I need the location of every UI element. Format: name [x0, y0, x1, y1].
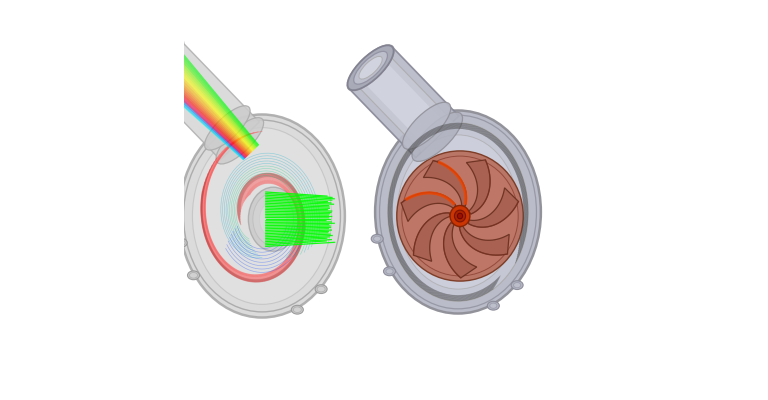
Ellipse shape — [193, 128, 332, 304]
Ellipse shape — [348, 45, 393, 90]
Ellipse shape — [359, 56, 382, 79]
Ellipse shape — [187, 271, 200, 280]
Ellipse shape — [260, 202, 286, 237]
Ellipse shape — [177, 240, 185, 246]
Ellipse shape — [386, 269, 393, 274]
Ellipse shape — [450, 206, 470, 226]
Ellipse shape — [383, 267, 396, 276]
Ellipse shape — [253, 193, 293, 246]
Ellipse shape — [204, 106, 250, 150]
Ellipse shape — [175, 238, 187, 247]
Polygon shape — [466, 160, 490, 214]
Ellipse shape — [455, 210, 465, 222]
Polygon shape — [359, 57, 449, 147]
Ellipse shape — [402, 102, 451, 149]
Ellipse shape — [130, 28, 171, 69]
Ellipse shape — [317, 286, 325, 292]
Ellipse shape — [375, 110, 541, 314]
Ellipse shape — [511, 281, 523, 290]
Ellipse shape — [293, 307, 301, 312]
Ellipse shape — [490, 303, 497, 308]
Ellipse shape — [373, 236, 381, 241]
Polygon shape — [459, 226, 509, 255]
Ellipse shape — [139, 38, 184, 82]
Ellipse shape — [190, 272, 197, 278]
Ellipse shape — [488, 301, 499, 310]
Ellipse shape — [388, 123, 528, 301]
Ellipse shape — [354, 51, 387, 84]
Polygon shape — [413, 213, 450, 261]
Polygon shape — [141, 39, 250, 151]
Ellipse shape — [458, 213, 462, 219]
Ellipse shape — [315, 285, 327, 294]
Ellipse shape — [397, 135, 518, 289]
Ellipse shape — [397, 151, 523, 281]
Ellipse shape — [402, 156, 518, 276]
Polygon shape — [444, 223, 477, 278]
Ellipse shape — [291, 305, 303, 314]
Polygon shape — [401, 192, 455, 222]
Ellipse shape — [371, 234, 383, 243]
Ellipse shape — [179, 114, 345, 318]
Ellipse shape — [140, 38, 162, 60]
Polygon shape — [468, 188, 518, 227]
Ellipse shape — [216, 118, 263, 164]
Ellipse shape — [514, 282, 521, 288]
Polygon shape — [423, 160, 466, 206]
Ellipse shape — [130, 28, 171, 69]
Ellipse shape — [412, 112, 462, 162]
Ellipse shape — [248, 187, 298, 251]
Ellipse shape — [347, 45, 394, 91]
Polygon shape — [355, 52, 453, 152]
Polygon shape — [131, 30, 260, 160]
Polygon shape — [349, 47, 458, 158]
